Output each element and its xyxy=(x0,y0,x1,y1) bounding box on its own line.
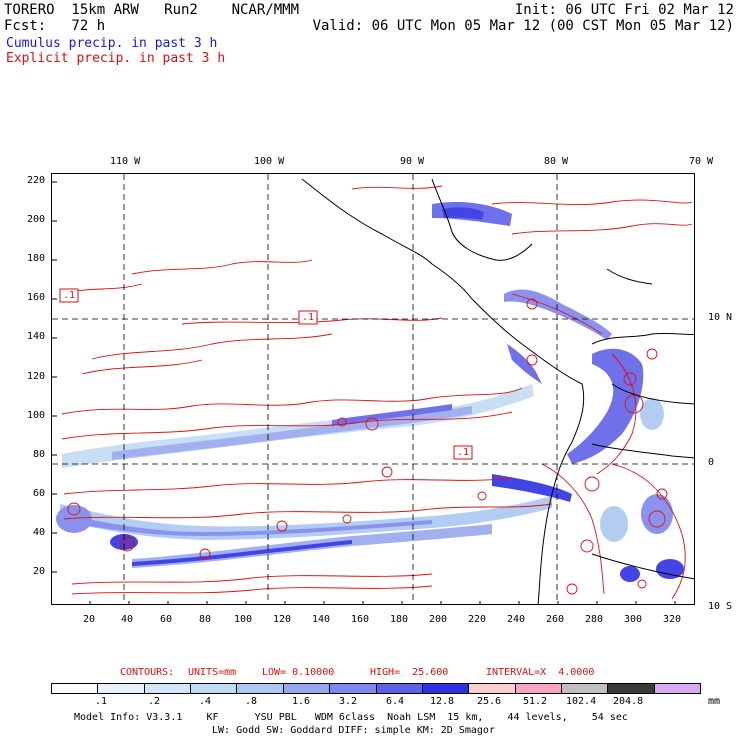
x-tick-label: 80 xyxy=(199,614,212,625)
scale-label: 12.8 xyxy=(430,696,455,707)
scale-unit: mm xyxy=(708,696,721,707)
y-tick-label: 120 xyxy=(27,371,46,382)
lon-label-90w: 90 W xyxy=(400,156,425,167)
scale-label: 1.6 xyxy=(292,696,311,707)
x-tick-label: 300 xyxy=(624,614,643,625)
y-tick-label: 80 xyxy=(33,449,46,460)
valid-time: Valid: 06 UTC Mon 05 Mar 12 (00 CST Mon … xyxy=(312,18,734,34)
scale-label: 204.8 xyxy=(613,696,644,707)
lon-label-100w: 100 W xyxy=(254,156,285,167)
scale-swatch xyxy=(283,684,331,693)
lat-lon-grid xyxy=(52,174,694,604)
scale-label: 25.6 xyxy=(477,696,502,707)
lat-label-10s: 10 S xyxy=(708,601,733,612)
scale-swatch xyxy=(52,684,99,693)
y-tick-label: 20 xyxy=(33,566,46,577)
contours-interval: INTERVAL=X 4.0000 xyxy=(486,667,595,678)
lon-label-70w: 70 W xyxy=(689,156,714,167)
cumulus-legend: Cumulus precip. in past 3 h xyxy=(6,36,218,51)
explicit-precip-contours xyxy=(61,185,693,600)
lon-label-80w: 80 W xyxy=(544,156,569,167)
x-tick-label: 140 xyxy=(312,614,331,625)
y-tick-label: 220 xyxy=(27,175,46,186)
cumulus-precip-shading xyxy=(56,202,684,582)
scale-swatch xyxy=(608,684,655,693)
scale-swatch xyxy=(144,684,192,693)
forecast-hour: Fcst: 72 h xyxy=(4,18,106,34)
y-tick-label: 160 xyxy=(27,292,46,303)
y-tick-label: 40 xyxy=(33,527,46,538)
x-tick-label: 260 xyxy=(546,614,565,625)
y-tick-label: 200 xyxy=(27,214,46,225)
scale-label: .2 xyxy=(148,696,161,707)
x-tick-label: 160 xyxy=(351,614,370,625)
y-tick-label: 180 xyxy=(27,253,46,264)
lat-label-0: 0 xyxy=(708,457,715,468)
scale-swatch xyxy=(654,684,701,693)
x-tick-label: 320 xyxy=(663,614,682,625)
lat-label-10n: 10 N xyxy=(708,312,733,323)
x-tick-label: 40 xyxy=(121,614,134,625)
scale-swatch xyxy=(191,684,238,693)
scale-label: 3.2 xyxy=(339,696,358,707)
color-scale-bar xyxy=(51,683,701,694)
scale-label: .8 xyxy=(245,696,258,707)
scale-swatch xyxy=(98,684,145,693)
scale-swatch xyxy=(237,684,284,693)
model-title: TORERO 15km ARW Run2 NCAR/MMM xyxy=(4,2,300,18)
x-tick-label: 280 xyxy=(585,614,604,625)
y-tick-label: 100 xyxy=(27,410,46,421)
model-info: Model Info: V3.3.1 KF YSU PBL WDM 6class… xyxy=(74,712,628,723)
scale-swatch xyxy=(515,684,562,693)
contours-low: LOW= 0.10000 xyxy=(262,667,335,678)
scale-swatch xyxy=(469,684,516,693)
precip-map: .1 .1 .1 xyxy=(51,173,695,605)
contour-label-2: .1 xyxy=(302,312,315,323)
physics-info: LW: Godd SW: Goddard DIFF: simple KM: 2D… xyxy=(212,725,495,736)
init-time: Init: 06 UTC Fri 02 Mar 12 xyxy=(514,2,734,18)
x-tick-label: 240 xyxy=(507,614,526,625)
contours-label: CONTOURS: xyxy=(120,667,175,678)
contours-units: UNITS=mm xyxy=(188,667,237,678)
precip-map-canvas xyxy=(52,174,694,604)
scale-swatch xyxy=(422,684,470,693)
x-tick-label: 180 xyxy=(390,614,409,625)
x-tick-label: 20 xyxy=(83,614,96,625)
scale-swatch xyxy=(561,684,609,693)
y-tick-label: 60 xyxy=(33,488,46,499)
axis-ticks xyxy=(52,181,676,604)
contours-high: HIGH= 25.600 xyxy=(370,667,449,678)
x-tick-label: 220 xyxy=(468,614,487,625)
lon-label-110w: 110 W xyxy=(110,156,141,167)
explicit-legend: Explicit precip. in past 3 h xyxy=(6,51,226,66)
y-tick-label: 140 xyxy=(27,331,46,342)
scale-label: 6.4 xyxy=(386,696,405,707)
scale-swatch xyxy=(376,684,423,693)
x-tick-label: 100 xyxy=(234,614,253,625)
scale-label: .1 xyxy=(95,696,108,707)
x-tick-label: 120 xyxy=(273,614,292,625)
contour-label-1: .1 xyxy=(63,290,76,301)
coastlines xyxy=(301,178,694,604)
contour-label-boxes xyxy=(59,288,473,460)
x-tick-label: 60 xyxy=(160,614,173,625)
scale-swatch xyxy=(330,684,377,693)
scale-label: 51.2 xyxy=(523,696,548,707)
scale-label: .4 xyxy=(199,696,212,707)
contour-label-3: .1 xyxy=(457,447,470,458)
x-tick-label: 200 xyxy=(429,614,448,625)
scale-label: 102.4 xyxy=(566,696,597,707)
